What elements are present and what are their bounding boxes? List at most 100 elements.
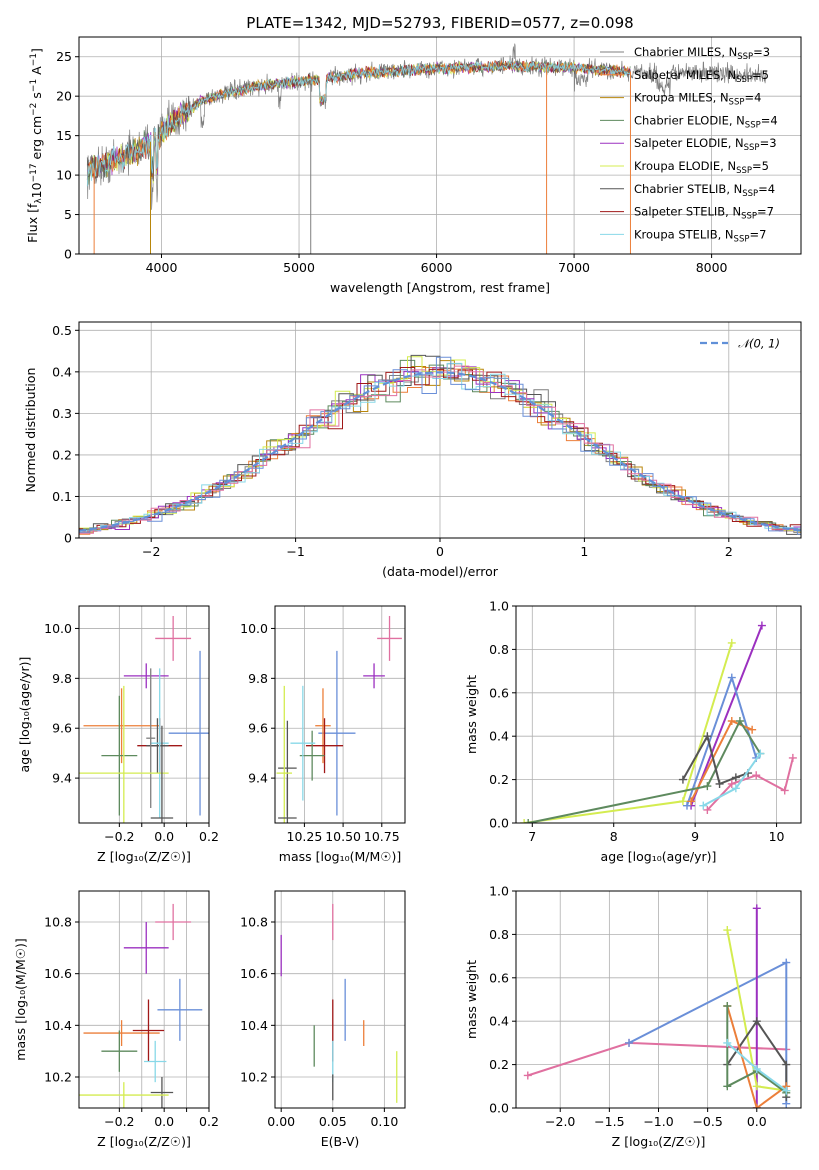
x-tick-label: 8 [610, 829, 618, 844]
y-tick-label: 9.8 [248, 671, 268, 686]
error-bar-point [146, 668, 156, 809]
legend-label-prefix: Kroupa STELIB, N [634, 227, 734, 241]
error-bar-point [377, 615, 402, 661]
weight-series [723, 1017, 791, 1102]
weight-marker [752, 1104, 761, 1108]
x-tick-label: 4000 [146, 260, 178, 275]
age-vs-metallicity-panel: −0.2 0.0 0.2 9.4 9.6 9.8 10.0 Z [log₁₀(Z/Z☉)] ag… [17, 605, 219, 864]
spectrum-panel: 4000 5000 6000 7000 8000 0 5 10 15 20 25 wavelength… [25, 36, 802, 295]
weight-marker [757, 621, 766, 630]
y-tick-label: 0.4 [489, 729, 509, 744]
legend-label-prefix: Kroupa ELODIE, N [634, 159, 736, 173]
y-tick-label: 25 [56, 49, 72, 64]
y-tick-label: 0.6 [489, 685, 509, 700]
weight-marker [523, 1071, 532, 1080]
x-tick-label: 7 [528, 829, 536, 844]
weight-series [687, 717, 757, 806]
error-bar-point [101, 1030, 138, 1072]
error-bar-point [150, 725, 174, 823]
axes-frame [274, 605, 406, 824]
weight-marker [731, 773, 740, 782]
y-tick-label: 10.0 [44, 621, 72, 636]
legend-label-sub: SSP [737, 52, 753, 62]
legend-label-suffix: =4 [761, 113, 778, 127]
weight-marker [780, 786, 789, 795]
x-tick-label: 0.0 [154, 829, 174, 844]
legend-label-suffix: =7 [749, 227, 766, 241]
y-tick-label: 0.0 [489, 1101, 509, 1116]
x-tick-label: 0.10 [370, 1114, 398, 1129]
legend-label-suffix: =3 [760, 136, 777, 150]
y-tick-label: 0.0 [489, 816, 509, 831]
weight-marker [727, 717, 736, 726]
weight-line [523, 642, 733, 823]
legend-label: Chabrier MILES, NSSP=3 [634, 45, 770, 62]
legend-label: Kroupa STELIB, NSSP=7 [634, 227, 766, 244]
y-axis-label: mass weight [464, 960, 479, 1039]
weight-marker [782, 1060, 791, 1069]
legend-label-sub: SSP [734, 234, 750, 244]
error-bar-point [157, 978, 203, 1041]
y-tick-label: 10.2 [240, 1070, 268, 1085]
y-axis-label: Normed distribution [23, 368, 38, 493]
legend-label-sub: SSP [736, 166, 752, 176]
y-tick-label: 15 [56, 128, 72, 143]
y-axis-label-part: ] [29, 48, 44, 53]
weight-marker [703, 805, 712, 814]
weight-marker [752, 1064, 761, 1073]
weight-marker [687, 797, 696, 806]
x-axis-label: Z [log₁₀(Z/Z☉)] [612, 1134, 706, 1149]
x-tick-label: 0 [436, 544, 444, 559]
weight-vs-age-panel: 7 8 9 10 0.0 0.2 0.4 0.6 0.8 1.0 age [log₁₀(age/yr… [464, 599, 802, 864]
weight-line [527, 1041, 787, 1077]
legend-label-prefix: Kroupa MILES, N [634, 91, 729, 105]
legend-label-sub: SSP [736, 75, 752, 85]
y-tick-label: 10.6 [44, 966, 72, 981]
y-axis-label: Flux [fλ10−17 erg cm−2 s−1 A−1] [25, 48, 44, 243]
weight-line [690, 719, 753, 802]
x-tick-label: 2 [725, 544, 733, 559]
y-axis-label-part: −17 [29, 163, 39, 182]
error-bar-point [79, 1082, 169, 1108]
y-tick-label: 0.4 [489, 1014, 509, 1029]
y-axis-label: mass [log₁₀(M/M☉)] [13, 938, 28, 1060]
normal-curve [79, 371, 801, 532]
legend-label-prefix: Chabrier MILES, N [634, 45, 737, 59]
error-bar-point [83, 1020, 160, 1046]
x-tick-label: 0.2 [199, 1114, 219, 1129]
error-bar-point [79, 685, 169, 823]
legend-label-suffix: =4 [744, 91, 761, 105]
legend-label-prefix: Salpeter MILES, N [634, 68, 736, 82]
legend-label: Salpeter ELODIE, NSSP=3 [634, 136, 777, 153]
y-tick-label: 0 [64, 247, 72, 262]
x-tick-label: 10.50 [325, 829, 361, 844]
weight-series [520, 638, 736, 823]
weight-line [726, 1005, 787, 1108]
x-tick-label: 10.25 [287, 829, 323, 844]
y-tick-label: 0.8 [489, 927, 509, 942]
weight-series [723, 1038, 791, 1095]
y-axis-label-part: 10 [29, 182, 44, 198]
y-tick-label: 10.8 [240, 915, 268, 930]
error-bar-point [315, 688, 331, 764]
legend-label: Salpeter MILES, NSSP=5 [634, 68, 769, 85]
y-tick-label: 0.5 [52, 323, 72, 338]
weight-marker [727, 638, 736, 647]
y-tick-label: 10.0 [240, 621, 268, 636]
error-bar-point [83, 688, 160, 764]
y-tick-label: 0.4 [52, 364, 72, 379]
weight-series [524, 717, 765, 823]
y-tick-label: 10.8 [44, 915, 72, 930]
legend-label-suffix: =3 [753, 45, 770, 59]
figure-title: PLATE=1342, MJD=52793, FIBERID=0577, z=0… [246, 14, 633, 32]
x-tick-label: −2 [142, 544, 160, 559]
x-axis-label: Z [log₁₀(Z/Z☉)] [97, 1134, 191, 1149]
x-axis-label: (data-model)/error [382, 564, 499, 579]
x-tick-label: −0.2 [104, 1114, 134, 1129]
weight-line [690, 625, 763, 806]
y-tick-label: 9.4 [52, 771, 72, 786]
legend-label-sub: SSP [741, 212, 757, 222]
y-tick-label: 10.2 [44, 1070, 72, 1085]
y-tick-label: 9.6 [248, 721, 268, 736]
